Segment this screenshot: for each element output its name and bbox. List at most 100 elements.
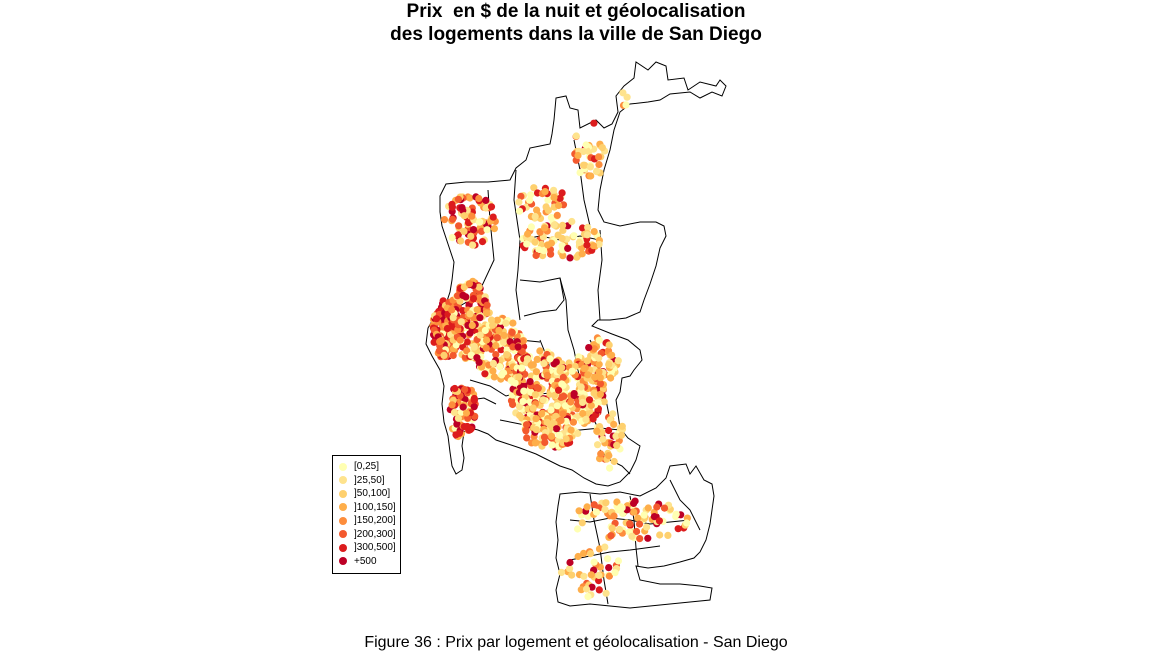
listing-point [515,403,524,411]
listing-point [595,368,603,376]
listing-point [566,565,574,573]
listing-point [550,186,558,194]
listing-point [605,572,614,580]
listing-point [448,200,456,208]
listing-point [558,189,566,197]
listing-point [672,510,680,518]
listing-point [664,531,672,540]
listing-point [605,341,613,349]
listing-point [520,387,528,395]
listing-point [607,374,615,382]
listing-point [655,517,664,525]
listing-point [456,336,464,344]
listing-point [517,192,525,200]
map-title: Prix en $ de la nuit et géolocalisation … [0,0,1152,46]
listing-point [683,519,691,527]
listing-point [608,524,616,532]
figure-caption: Figure 36 : Prix par logement et géoloca… [364,634,788,651]
listing-point [660,504,669,512]
listing-point [430,338,438,346]
listing-point [492,342,500,350]
listing-point [519,397,527,406]
listing-point [449,314,457,322]
listing-point [582,585,591,593]
listing-point [623,93,631,101]
price-legend: [0,25] ]25,50] ]50,100] ]100,150] ]150,2… [332,455,401,574]
listing-point [470,396,478,404]
listing-point [475,283,483,291]
listing-point [468,212,476,220]
listing-point [607,532,615,540]
listing-point [602,499,610,507]
listing-point [509,343,517,351]
listing-point [493,334,501,342]
listing-point [437,337,445,345]
listing-point [482,204,490,212]
listing-point [532,373,541,381]
listing-point [644,534,652,542]
listing-point [605,564,613,572]
listing-point [536,228,544,236]
listing-point [588,583,596,591]
listing-point [460,227,468,236]
listing-point [590,345,598,353]
listing-point [555,201,563,210]
listing-point [553,211,561,219]
listing-point [539,396,547,404]
listing-point [515,207,524,215]
listing-point [490,225,498,233]
south-inner-5 [669,479,701,531]
listing-point [595,577,603,585]
listing-point [526,378,534,386]
listing-point [585,344,593,352]
listing-point [600,398,608,406]
listing-point [613,441,621,449]
legend-label-4: ]150,200] [354,515,396,527]
listing-point [636,535,644,543]
listing-point [582,141,590,149]
listing-point [596,390,605,398]
listing-point [574,429,582,437]
listing-point [532,426,540,434]
listing-point [531,439,540,447]
listing-point [455,429,463,437]
listing-point [526,196,534,204]
listing-point [541,224,549,232]
listing-point [550,193,558,201]
listing-point [579,398,587,406]
listing-point [558,234,566,242]
listing-point [635,520,644,528]
listing-point [543,418,551,426]
listing-point [574,552,582,561]
listing-point [550,221,558,229]
listing-point [458,204,466,212]
listing-point [601,506,609,514]
listing-point [454,231,462,239]
listing-point [493,316,501,324]
listing-point [559,410,567,418]
listing-point [476,314,484,322]
listing-point [587,172,595,180]
listing-point [518,364,526,372]
listing-point [449,215,457,223]
listing-point [640,511,648,519]
listing-point [489,359,497,367]
listing-point [604,555,612,563]
listing-point [557,416,565,424]
listing-point [449,351,457,359]
listing-point [595,360,603,368]
listing-point [612,432,620,440]
listing-point [489,367,497,375]
listing-point [531,212,539,221]
listing-point [596,380,605,388]
listing-point [515,198,523,206]
listing-point [567,426,575,434]
listing-point [540,433,549,441]
listing-point [605,426,613,435]
listing-point [593,167,601,175]
listing-point [481,370,489,378]
listing-point [617,503,625,511]
legend-label-5: ]200,300] [354,528,396,540]
listing-point [593,427,601,435]
listing-point [465,280,473,288]
